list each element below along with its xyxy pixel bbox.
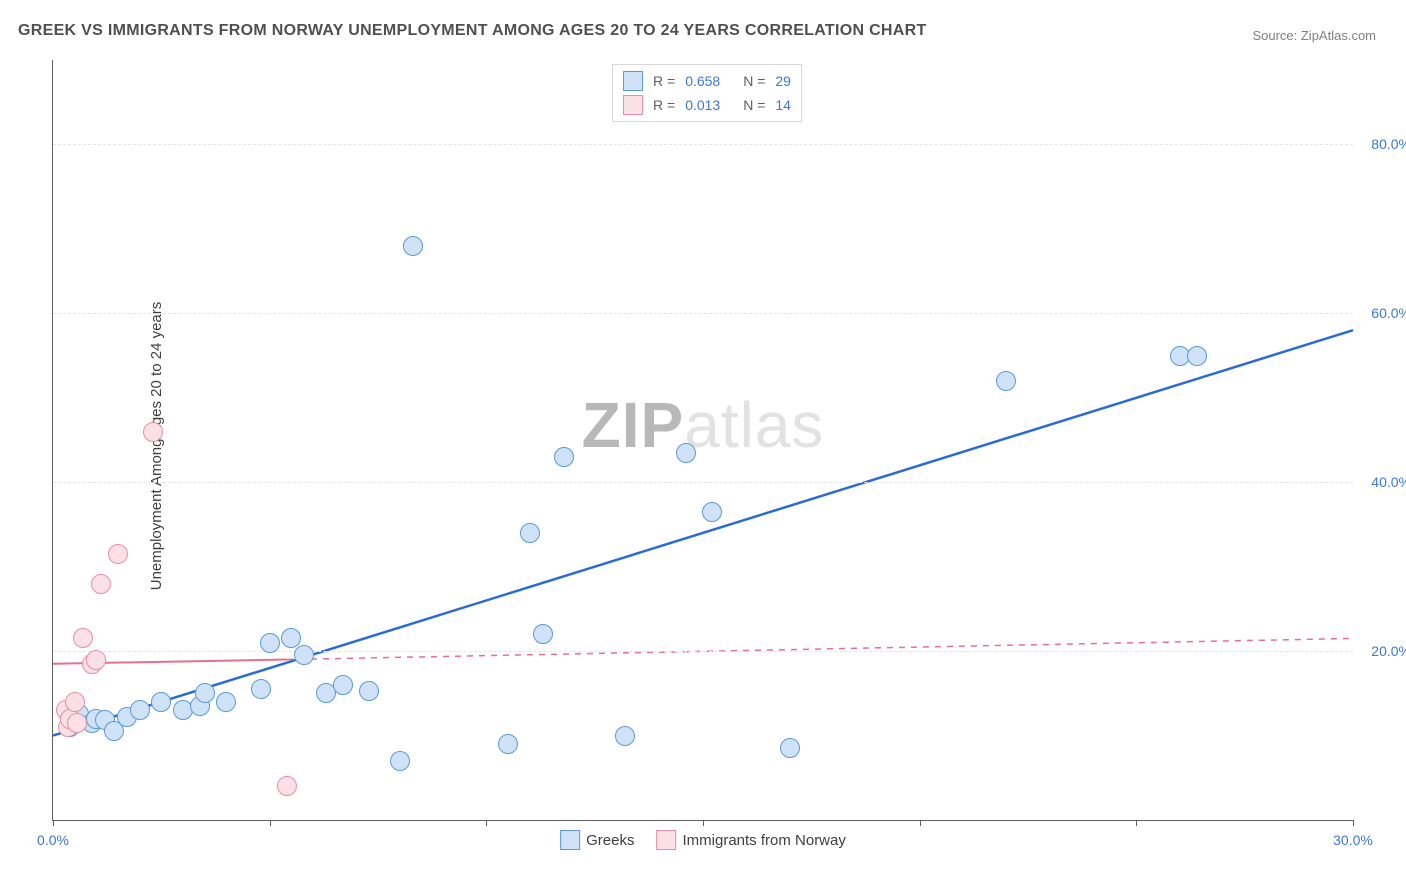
greeks-point xyxy=(498,734,518,754)
y-tick-label: 20.0% xyxy=(1359,643,1406,659)
greeks-point xyxy=(333,675,353,695)
gridline xyxy=(53,482,1353,483)
greeks-point xyxy=(702,502,722,522)
x-tick xyxy=(703,820,704,826)
stats-legend: R = 0.658 N = 29 R = 0.013 N = 14 xyxy=(612,64,802,122)
norway-point xyxy=(277,776,297,796)
x-tick-label: 0.0% xyxy=(37,832,69,848)
greeks-point xyxy=(403,236,423,256)
greeks-point xyxy=(359,681,379,701)
n-label: N = xyxy=(743,97,765,113)
gridline xyxy=(53,144,1353,145)
greeks-point xyxy=(1187,346,1207,366)
greeks-point xyxy=(130,700,150,720)
source-attribution: Source: ZipAtlas.com xyxy=(1252,28,1376,43)
trend-line xyxy=(53,330,1353,735)
greeks-point xyxy=(554,447,574,467)
greeks-point xyxy=(294,645,314,665)
y-tick-label: 80.0% xyxy=(1359,136,1406,152)
x-tick xyxy=(1353,820,1354,826)
n-value: 29 xyxy=(775,73,791,89)
x-tick xyxy=(920,820,921,826)
x-tick xyxy=(270,820,271,826)
greeks-point xyxy=(216,692,236,712)
chart-container: GREEK VS IMMIGRANTS FROM NORWAY UNEMPLOY… xyxy=(0,0,1406,892)
greeks-point xyxy=(281,628,301,648)
x-tick xyxy=(53,820,54,826)
watermark-light: atlas xyxy=(684,389,824,461)
n-value: 14 xyxy=(775,97,791,113)
greeks-point xyxy=(251,679,271,699)
norway-point xyxy=(108,544,128,564)
legend-swatch xyxy=(623,95,643,115)
legend-item: Immigrants from Norway xyxy=(657,830,846,850)
x-tick-label: 30.0% xyxy=(1333,832,1373,848)
greeks-point xyxy=(676,443,696,463)
norway-point xyxy=(67,713,87,733)
greeks-point xyxy=(780,738,800,758)
legend-swatch xyxy=(657,830,677,850)
legend-swatch xyxy=(623,71,643,91)
r-label: R = xyxy=(653,73,675,89)
gridline xyxy=(53,313,1353,314)
chart-title: GREEK VS IMMIGRANTS FROM NORWAY UNEMPLOY… xyxy=(18,22,927,40)
norway-point xyxy=(91,574,111,594)
legend-label: Immigrants from Norway xyxy=(683,832,846,849)
watermark-bold: ZIP xyxy=(582,389,685,461)
norway-point xyxy=(73,628,93,648)
x-tick xyxy=(1136,820,1137,826)
norway-point xyxy=(143,422,163,442)
x-tick xyxy=(486,820,487,826)
y-tick-label: 40.0% xyxy=(1359,474,1406,490)
greeks-point xyxy=(390,751,410,771)
r-value: 0.658 xyxy=(685,73,733,89)
r-label: R = xyxy=(653,97,675,113)
plot-area: ZIPatlas R =0.658N =29R =0.013N =14 Gree… xyxy=(52,60,1353,821)
trend-lines-layer xyxy=(53,60,1353,820)
legend-swatch xyxy=(560,830,580,850)
watermark: ZIPatlas xyxy=(582,388,825,462)
norway-point xyxy=(65,692,85,712)
greeks-point xyxy=(520,523,540,543)
trend-line xyxy=(287,638,1353,659)
greeks-point xyxy=(996,371,1016,391)
series-legend: Greeks Immigrants from Norway xyxy=(560,830,846,850)
stats-legend-row: R = 0.013 N = 14 xyxy=(623,93,791,117)
greeks-point xyxy=(533,624,553,644)
gridline xyxy=(53,651,1353,652)
greeks-point xyxy=(151,692,171,712)
norway-point xyxy=(86,650,106,670)
stats-legend-row: R = 0.658 N = 29 xyxy=(623,69,791,93)
legend-label: Greeks xyxy=(586,832,634,849)
greeks-point xyxy=(260,633,280,653)
greeks-point xyxy=(615,726,635,746)
r-value: 0.013 xyxy=(685,97,733,113)
legend-item: Greeks xyxy=(560,830,634,850)
n-label: N = xyxy=(743,73,765,89)
y-tick-label: 60.0% xyxy=(1359,305,1406,321)
greeks-point xyxy=(195,683,215,703)
